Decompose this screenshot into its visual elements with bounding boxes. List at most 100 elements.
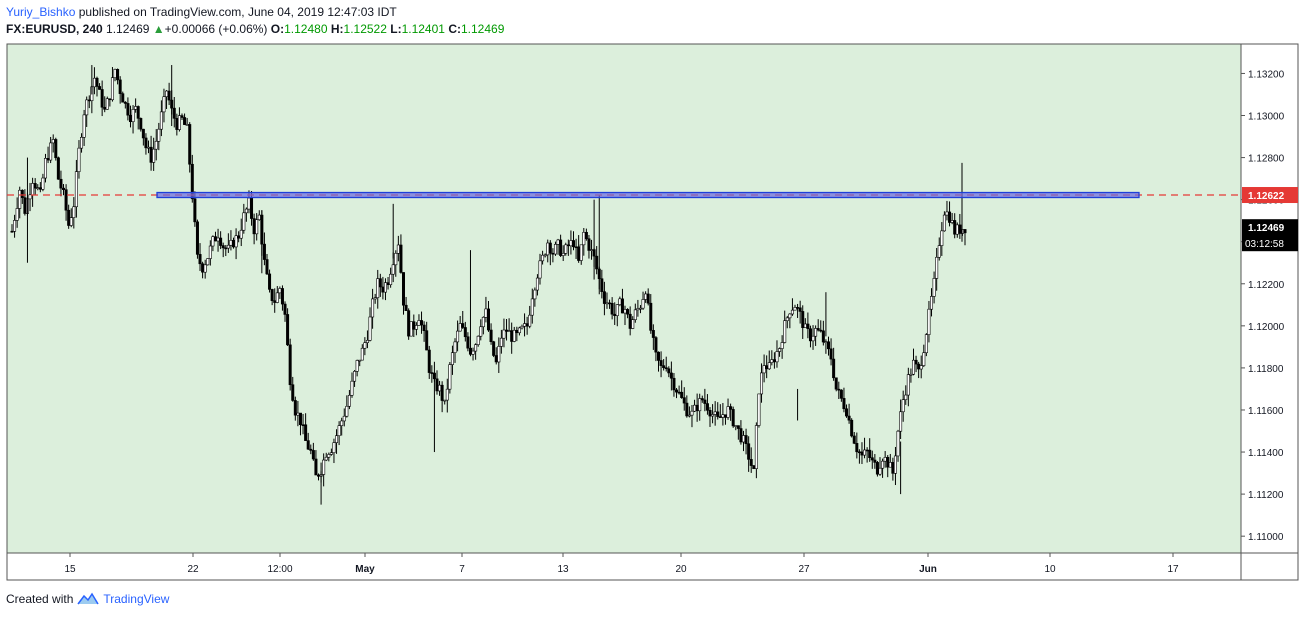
- candle-body: [904, 394, 908, 401]
- candle-body: [873, 459, 877, 463]
- candle-body: [888, 462, 892, 468]
- candle: [234, 228, 238, 260]
- candle: [873, 454, 877, 469]
- candle: [110, 67, 114, 102]
- candle: [327, 452, 331, 462]
- candle-body: [110, 77, 114, 101]
- candle: [54, 137, 58, 161]
- candle-body: [734, 425, 738, 427]
- candle-body: [463, 327, 467, 338]
- candle-body: [832, 358, 836, 379]
- candle: [270, 288, 274, 306]
- candle-body: [821, 330, 825, 343]
- candle: [62, 184, 66, 196]
- candle-body: [371, 298, 375, 318]
- candle-body: [358, 359, 362, 362]
- candle: [834, 377, 838, 392]
- candle: [221, 242, 225, 258]
- candle-body: [852, 435, 856, 444]
- candle: [425, 321, 429, 351]
- author-link[interactable]: Yuriy_Bishko: [6, 5, 76, 19]
- candle-body: [716, 411, 720, 417]
- y-tick-label: 1.11400: [1248, 448, 1284, 459]
- candle-body: [667, 368, 671, 374]
- candle-body: [450, 352, 454, 365]
- candle: [703, 388, 707, 412]
- candle-body: [152, 148, 156, 163]
- candle: [811, 325, 815, 350]
- candle: [631, 316, 635, 330]
- x-tick-label: 17: [1167, 564, 1179, 575]
- candle: [896, 429, 900, 462]
- candle-body: [708, 410, 712, 417]
- candle: [376, 269, 380, 309]
- candle-body: [772, 359, 776, 363]
- candle: [265, 253, 269, 276]
- candle: [219, 231, 223, 250]
- resistance-price-tag: [1242, 187, 1298, 204]
- candle-body: [157, 128, 161, 142]
- candle: [587, 234, 591, 259]
- candle-body: [893, 455, 897, 474]
- candle-body: [919, 365, 923, 370]
- candle-body: [790, 309, 794, 315]
- candle: [553, 241, 557, 256]
- x-tick-label: 20: [675, 564, 687, 575]
- candle: [492, 340, 496, 358]
- candle: [280, 285, 284, 311]
- candle: [162, 88, 166, 123]
- candle-body: [208, 245, 212, 259]
- candle-body: [198, 254, 202, 265]
- candle: [448, 361, 452, 394]
- tradingview-logo-icon: [77, 592, 100, 605]
- candle-body: [67, 209, 71, 226]
- candle: [322, 453, 326, 487]
- candle-body: [422, 324, 426, 331]
- candle: [649, 294, 653, 334]
- candle-body: [54, 139, 58, 159]
- candle: [306, 432, 310, 450]
- candle-body: [863, 449, 867, 456]
- candle-body: [20, 189, 24, 198]
- candle-body: [51, 139, 55, 144]
- candle-body: [548, 242, 552, 254]
- candle: [909, 368, 913, 383]
- candle: [731, 406, 735, 428]
- footer: Created with TradingView: [6, 592, 169, 606]
- low-value: 1.12401: [401, 22, 445, 36]
- candle: [309, 444, 313, 455]
- candle-body: [824, 341, 828, 344]
- candle-body: [808, 328, 812, 342]
- candle: [368, 307, 372, 342]
- candle-body: [134, 106, 138, 110]
- candle-body: [857, 451, 861, 454]
- candle-body: [77, 147, 81, 172]
- candle: [659, 351, 663, 378]
- candle-body: [507, 330, 511, 332]
- candle-body: [620, 298, 624, 314]
- candle-body: [492, 341, 496, 356]
- candle-body: [183, 117, 187, 125]
- candle: [502, 318, 506, 348]
- candle: [839, 389, 843, 402]
- candle-body: [177, 115, 181, 130]
- candle: [626, 308, 630, 319]
- candle-body: [613, 313, 617, 317]
- resistance-zone: [156, 191, 1140, 199]
- candle-body: [770, 359, 774, 363]
- candle-body: [461, 323, 465, 328]
- candle: [10, 224, 14, 233]
- candle-body: [963, 229, 967, 234]
- tradingview-link[interactable]: TradingView: [103, 592, 170, 606]
- x-tick-label: 15: [64, 564, 76, 575]
- candle-body: [610, 302, 614, 315]
- x-tick-label: Jun: [919, 564, 937, 575]
- candle: [481, 316, 485, 335]
- candle-body: [644, 293, 648, 300]
- candle-body: [538, 260, 542, 279]
- candle-body: [577, 246, 581, 261]
- candle: [291, 376, 295, 402]
- last-price-tag: [1242, 219, 1298, 252]
- publish-line: Yuriy_Bishko published on TradingView.co…: [6, 4, 504, 21]
